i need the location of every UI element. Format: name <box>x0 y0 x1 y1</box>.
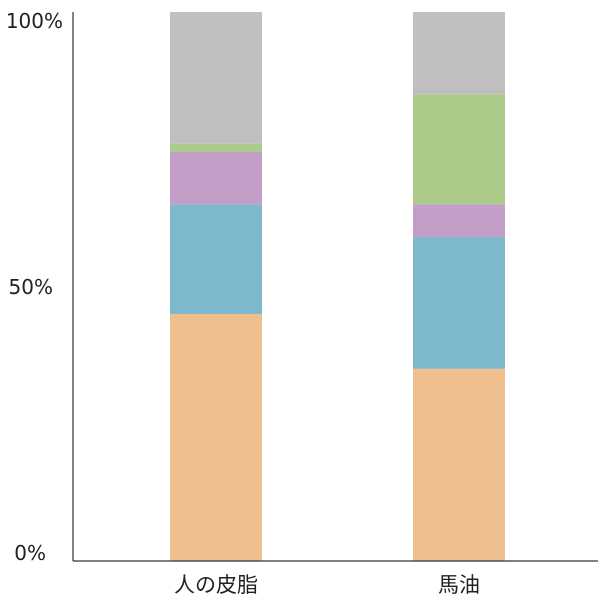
bar-segment-1-1 <box>413 237 505 369</box>
x-category-label-1: 馬油 <box>438 573 480 597</box>
bar-segment-1-0 <box>413 368 505 561</box>
bar-segment-0-1 <box>170 204 262 314</box>
bar-segment-0-4 <box>170 12 262 144</box>
x-category-label-0: 人の皮脂 <box>174 573 258 597</box>
bar-segment-1-4 <box>413 12 505 95</box>
bar-segment-0-0 <box>170 313 262 561</box>
bars-layer <box>170 12 505 561</box>
y-tick-label-50: 50% <box>9 275 53 299</box>
bar-segment-0-3 <box>170 143 262 152</box>
bar-segment-0-2 <box>170 151 262 205</box>
y-tick-label-100: 100% <box>6 9 63 33</box>
bar-segment-1-3 <box>413 94 505 205</box>
y-tick-label-0: 0% <box>14 541 46 565</box>
bar-segment-1-2 <box>413 204 505 238</box>
